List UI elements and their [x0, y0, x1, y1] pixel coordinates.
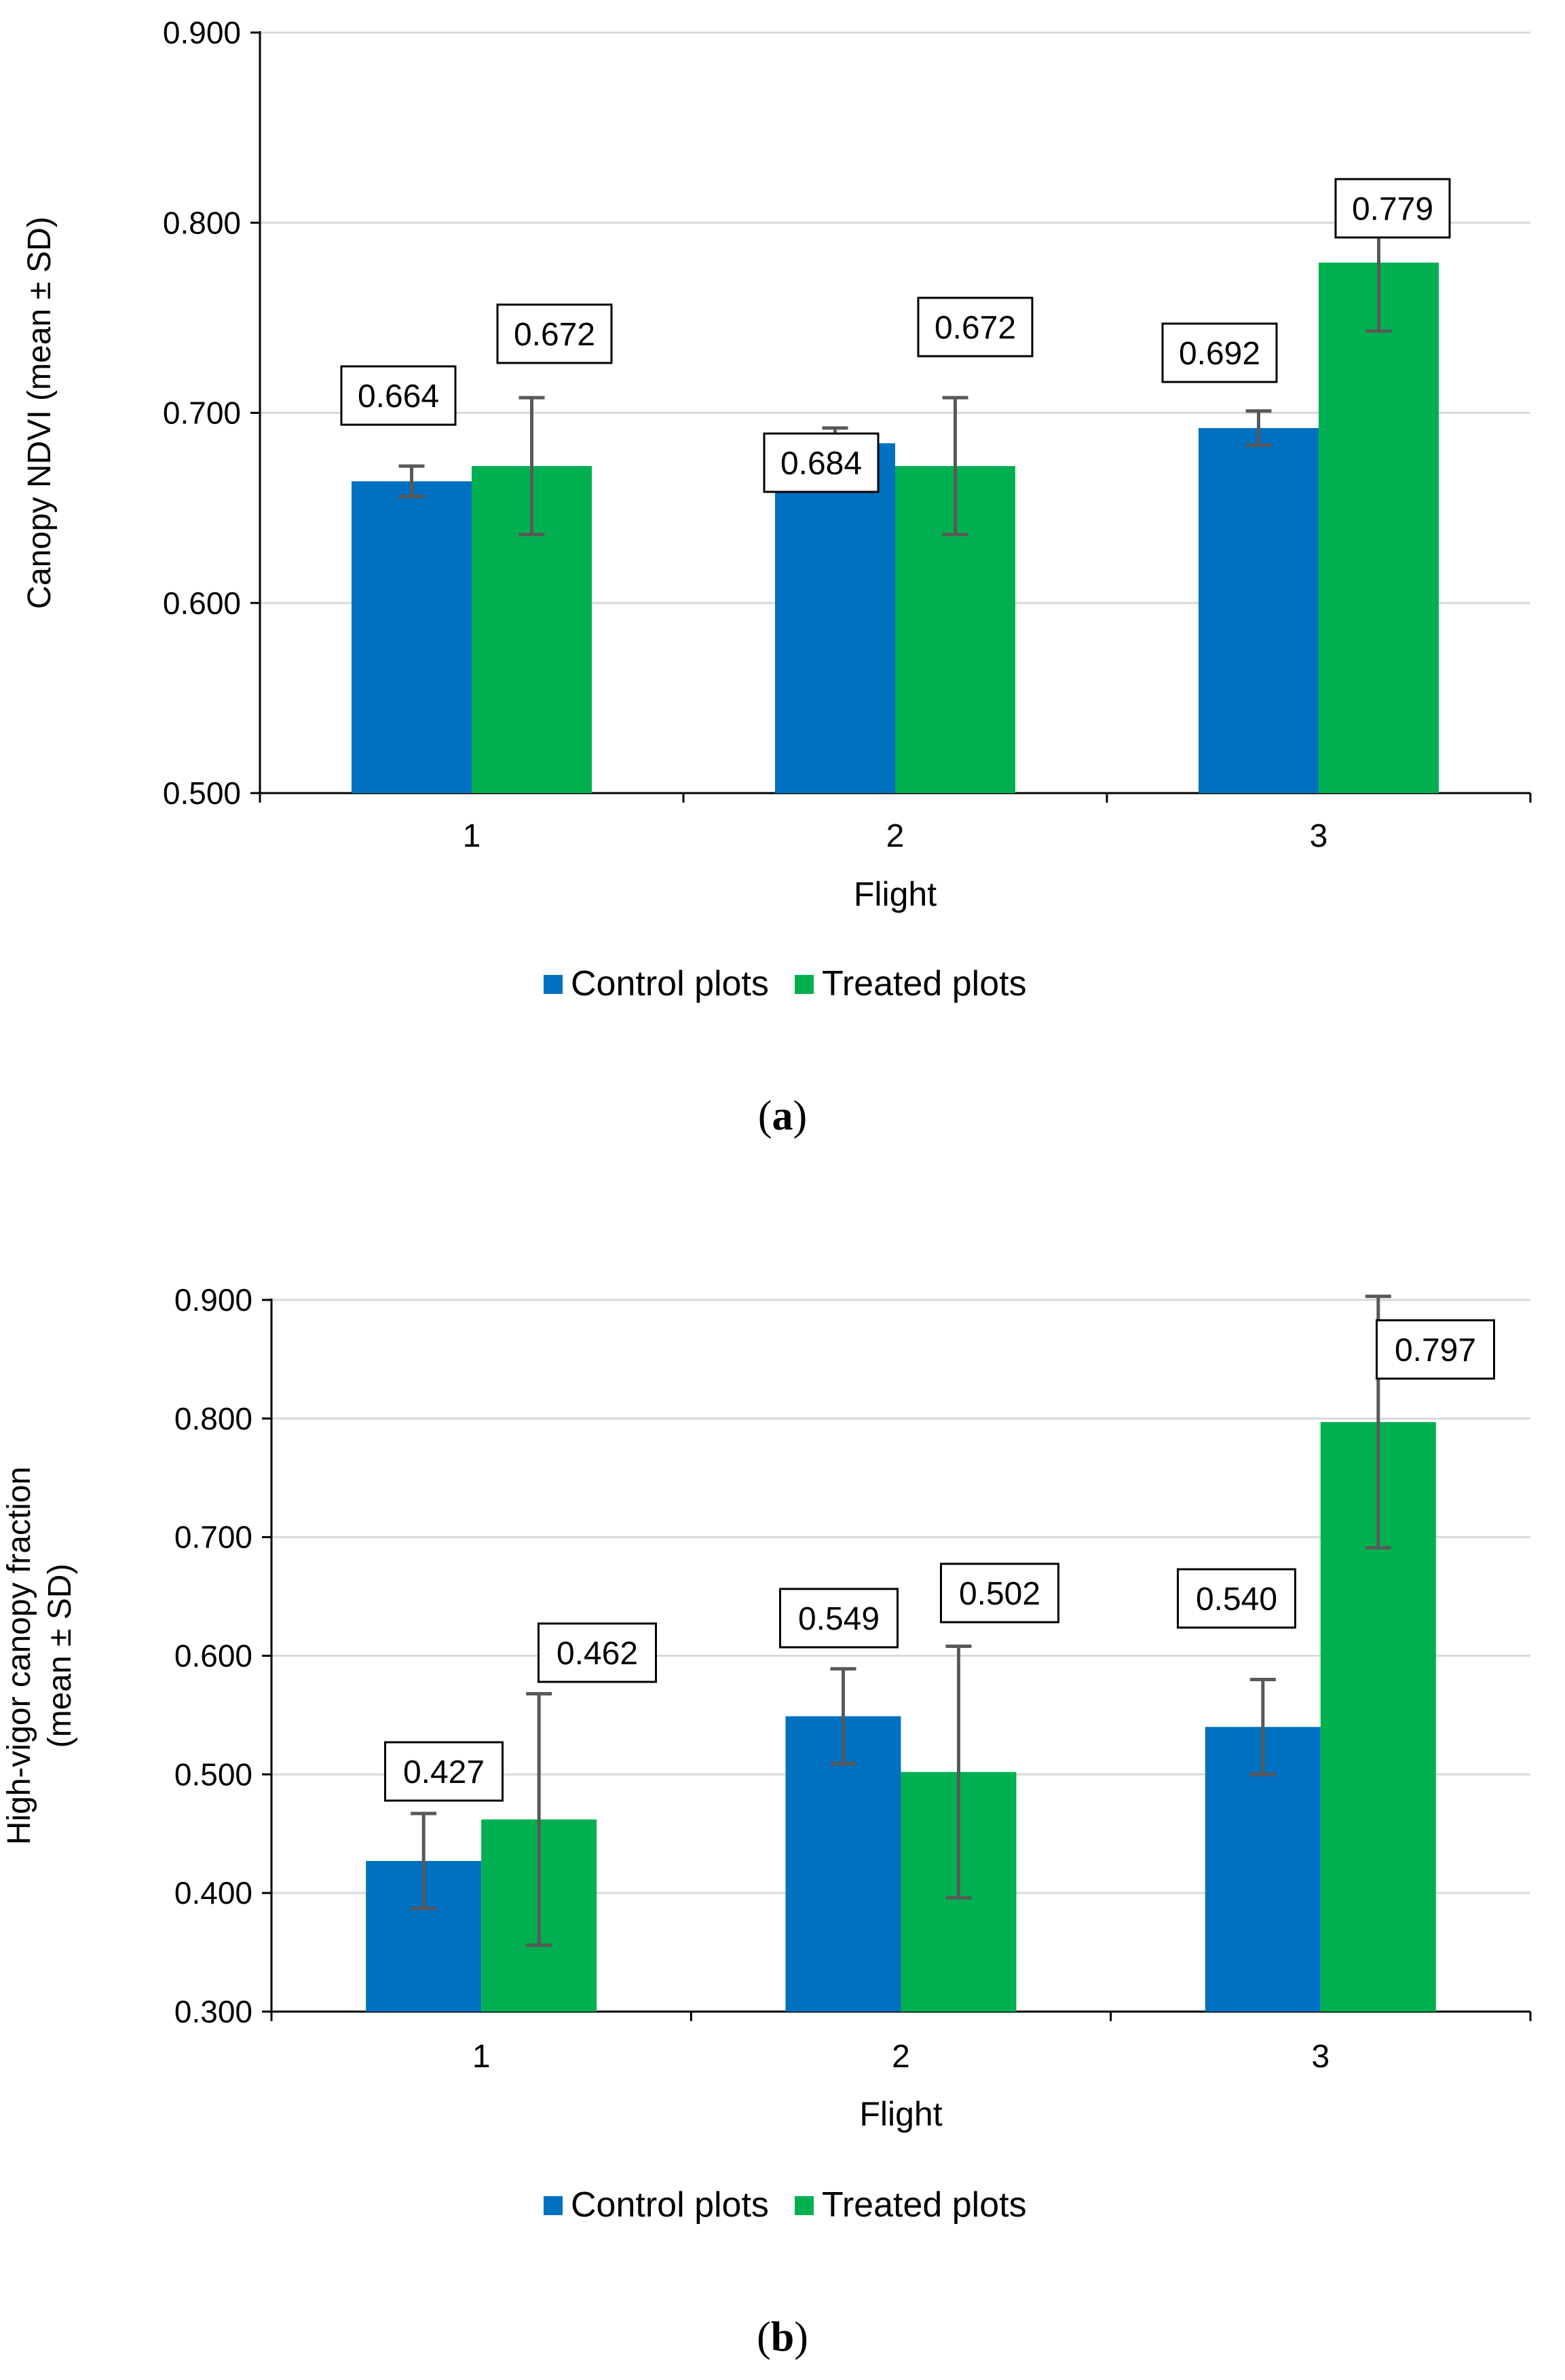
legend-item-treated: Treated plots: [795, 964, 1027, 1003]
data-label-box: [917, 296, 1034, 358]
data-label: 0.672: [917, 296, 1034, 358]
data-label-text: 0.427: [403, 1754, 485, 1790]
control-bar: [775, 443, 895, 793]
y-tick-label: 0.800: [163, 205, 241, 240]
data-label: 0.797: [1376, 1319, 1495, 1380]
legend-label: Control plots: [571, 964, 769, 1003]
data-label-box: [496, 303, 613, 364]
y-tick-label: 0.900: [174, 1282, 252, 1318]
data-label-box: [1376, 1319, 1495, 1380]
legend-swatch-control: [544, 2196, 563, 2215]
control-bar: [352, 481, 472, 793]
y-tick-label: 0.400: [174, 1875, 252, 1911]
data-label-box: [763, 432, 880, 493]
data-label-box: [384, 1741, 504, 1802]
data-label: 0.462: [538, 1622, 657, 1683]
legend-swatch-treated: [795, 975, 814, 994]
data-label-text: 0.779: [1352, 191, 1433, 227]
legend-item-control: Control plots: [544, 964, 769, 1003]
data-label-box: [940, 1562, 1059, 1624]
data-label-text: 0.664: [358, 379, 439, 415]
y-tick-label: 0.600: [163, 586, 241, 621]
data-label-text: 0.797: [1395, 1332, 1476, 1368]
data-label: 0.684: [763, 432, 880, 493]
legend-item-treated: Treated plots: [795, 2185, 1027, 2225]
x-tick-label: 3: [1311, 2039, 1330, 2075]
panel-letter: a: [772, 1093, 793, 1139]
x-tick-label: 1: [463, 818, 481, 854]
y-tick-label: 0.800: [174, 1401, 252, 1436]
data-label-box: [538, 1622, 657, 1683]
data-label: 0.549: [779, 1588, 899, 1649]
data-label-text: 0.672: [514, 317, 595, 353]
data-label-box: [1177, 1568, 1296, 1629]
x-tick-label: 3: [1310, 818, 1328, 854]
x-axis-title: Flight: [859, 2095, 942, 2133]
data-label-text: 0.692: [1179, 336, 1260, 372]
control-bar: [785, 1716, 901, 2012]
data-label-text: 0.502: [959, 1576, 1040, 1612]
data-label-text: 0.462: [557, 1636, 638, 1672]
treated-bar: [1319, 263, 1439, 793]
high-vigor-bar-chart: 0.300 0.400 0.500 0.600 0.700 0.800 0.900 1 2 3 0.…: [1, 1282, 1532, 2360]
data-label: 0.692: [1161, 322, 1278, 383]
y-tick-label: 0.900: [163, 15, 241, 50]
legend-item-control: Control plots: [544, 2185, 769, 2225]
figure-panel-a: 0.500 0.600 0.700 0.800 0.900 1 2 3 0.664 0.684 0.…: [0, 0, 1565, 1153]
y-tick-label: 0.500: [163, 775, 241, 811]
y-tick-label: 0.500: [174, 1757, 252, 1792]
data-label-box: [779, 1588, 899, 1649]
x-tick-label: 2: [886, 818, 905, 854]
legend-label: Treated plots: [822, 964, 1027, 1003]
data-label: 0.672: [496, 303, 613, 364]
legend-swatch-control: [544, 975, 563, 994]
legend-label: Treated plots: [822, 2185, 1027, 2225]
x-tick-label: 1: [472, 2039, 491, 2075]
figure-panel-b: 0.300 0.400 0.500 0.600 0.700 0.800 0.900 1 2 3 0.…: [0, 1194, 1565, 2380]
ndvi-bar-chart: 0.500 0.600 0.700 0.800 0.900 1 2 3 0.664 0.684 0.…: [22, 15, 1532, 1139]
data-label-text: 0.672: [935, 310, 1016, 346]
data-label: 0.779: [1334, 178, 1451, 239]
panel-letter: b: [771, 2314, 794, 2360]
y-axis-title: High-vigor canopy fraction: [1, 1467, 37, 1845]
data-label-box: [1334, 178, 1451, 239]
data-label-text: 0.540: [1196, 1581, 1277, 1617]
control-bar: [1199, 427, 1319, 793]
y-tick-label: 0.700: [174, 1520, 252, 1555]
panel-caption: (b): [757, 2314, 808, 2360]
legend-swatch-treated: [795, 2196, 814, 2215]
y-tick-label: 0.300: [174, 1994, 252, 2029]
data-label: 0.540: [1177, 1568, 1296, 1629]
y-tick-label: 0.600: [174, 1638, 252, 1674]
legend-label: Control plots: [571, 2185, 769, 2225]
data-label-text: 0.684: [780, 446, 862, 482]
y-axis-title: Canopy NDVI (mean ± SD): [22, 216, 58, 609]
data-label: 0.502: [940, 1562, 1059, 1624]
y-axis-title: (mean ± SD): [42, 1564, 78, 1748]
panel-caption: (a): [758, 1093, 807, 1139]
data-label: 0.427: [384, 1741, 504, 1802]
x-axis-title: Flight: [854, 875, 937, 913]
x-tick-label: 2: [892, 2039, 910, 2075]
data-label-box: [340, 365, 457, 426]
data-label-text: 0.549: [798, 1601, 880, 1637]
y-tick-label: 0.700: [163, 396, 241, 431]
data-label-box: [1161, 322, 1278, 383]
data-label: 0.664: [340, 365, 457, 426]
